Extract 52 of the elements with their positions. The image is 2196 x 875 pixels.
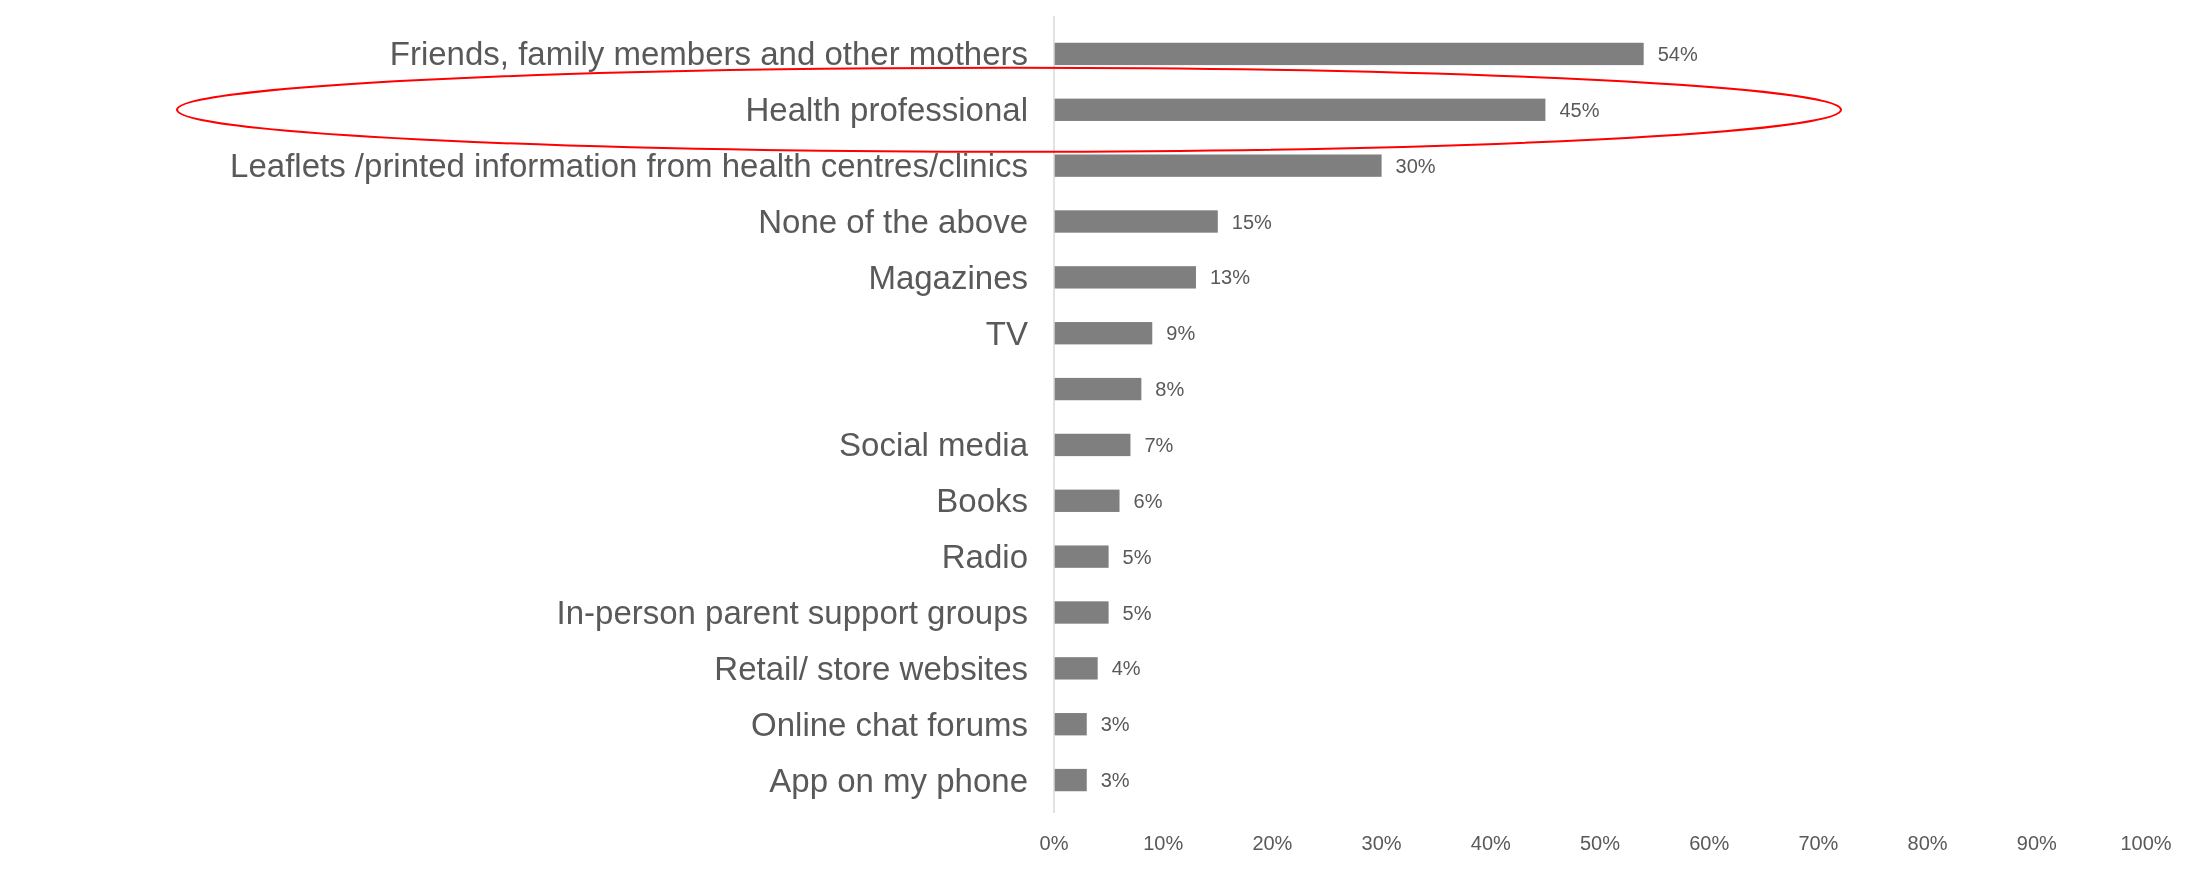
data-label: 4% [1111, 657, 1141, 680]
bar [1054, 601, 1109, 624]
data-label: 54% [1657, 42, 1698, 65]
y-tick-label: Magazines [868, 258, 1028, 296]
bar [1054, 266, 1196, 289]
y-tick-label: Radio [941, 538, 1028, 576]
x-tick-label: 30% [1361, 832, 1402, 854]
x-tick-label: 60% [1689, 832, 1730, 854]
x-tick-label: 80% [1907, 832, 1948, 854]
bar [1054, 768, 1087, 792]
x-tick-label: 70% [1798, 832, 1839, 854]
bar [1054, 657, 1098, 680]
bar [1054, 210, 1218, 233]
data-label: 5% [1122, 545, 1152, 568]
bar [1054, 377, 1142, 401]
data-label: 3% [1100, 713, 1130, 736]
data-label: 3% [1100, 769, 1130, 792]
y-tick-label: Retail/ store websites [714, 649, 1028, 687]
bar [1054, 154, 1382, 177]
bar [1054, 433, 1131, 457]
y-tick-label: Friends, family members and other mothers [389, 35, 1028, 73]
data-label: 13% [1209, 266, 1251, 289]
bar [1054, 98, 1546, 121]
x-tick-label: 50% [1579, 832, 1621, 854]
data-label: 15% [1231, 210, 1273, 233]
data-label: 9% [1166, 322, 1196, 345]
x-tick-label: 10% [1143, 832, 1184, 854]
data-label: 30% [1395, 154, 1436, 177]
x-tick-label: 0% [1039, 832, 1069, 854]
y-tick-label: Leaflets /printed information from health centres/clinics [230, 147, 1028, 185]
x-tick-label: 20% [1252, 832, 1293, 854]
data-label: 8% [1155, 378, 1185, 401]
y-tick-label: Health professional [745, 91, 1028, 129]
y-tick-label: Online chat forums [751, 705, 1028, 743]
data-label: 7% [1144, 433, 1174, 456]
y-tick-label: App on my phone [769, 761, 1028, 799]
y-tick-label: In-person parent support groups [556, 594, 1028, 632]
bar [1054, 42, 1644, 66]
bar [1054, 713, 1087, 736]
bar [1054, 489, 1120, 512]
data-label: 45% [1559, 98, 1600, 121]
bar [1054, 545, 1109, 568]
x-tick-label: 40% [1470, 832, 1512, 854]
x-tick-label: 90% [2016, 832, 2058, 854]
y-tick-label: Social media [839, 426, 1029, 464]
y-tick-label: None of the above [758, 203, 1028, 241]
y-tick-label: Books [936, 482, 1028, 520]
x-tick-label: 100% [2120, 832, 2172, 854]
y-tick-label: TV [985, 314, 1028, 352]
bar [1054, 322, 1153, 345]
data-label: 5% [1122, 601, 1152, 624]
data-label: 6% [1133, 489, 1163, 512]
